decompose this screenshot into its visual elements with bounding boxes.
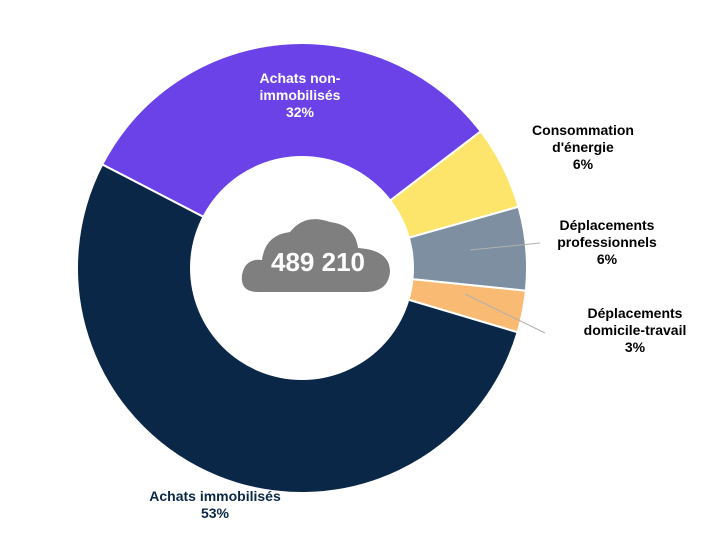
label-name: Achats non-immobilisés [259,70,341,103]
center-total: 489 210 [271,247,365,277]
slice-label: Achats immobilisés 53% [115,488,315,522]
label-value: 6% [596,251,618,267]
label-value: 53% [200,505,230,521]
slice-label: Achats non-immobilisés 32% [230,70,370,121]
slice [100,42,483,270]
label-name: Déplacements domicile-travail [583,305,687,338]
label-name: Achats immobilisés [149,488,281,504]
leader-line [464,293,546,334]
leader-line [469,242,541,251]
slice-label: Consommation d'énergie 6% [508,122,658,173]
label-value: 32% [285,104,315,120]
label-name: Consommation d'énergie [532,122,634,155]
label-value: 6% [572,156,594,172]
label-value: 3% [624,339,646,355]
slice-label: Déplacements professionnels 6% [532,217,682,268]
cloud-icon [241,219,390,292]
slice-label: Déplacements domicile-travail 3% [555,305,715,356]
label-name: Déplacements professionnels [557,217,657,250]
